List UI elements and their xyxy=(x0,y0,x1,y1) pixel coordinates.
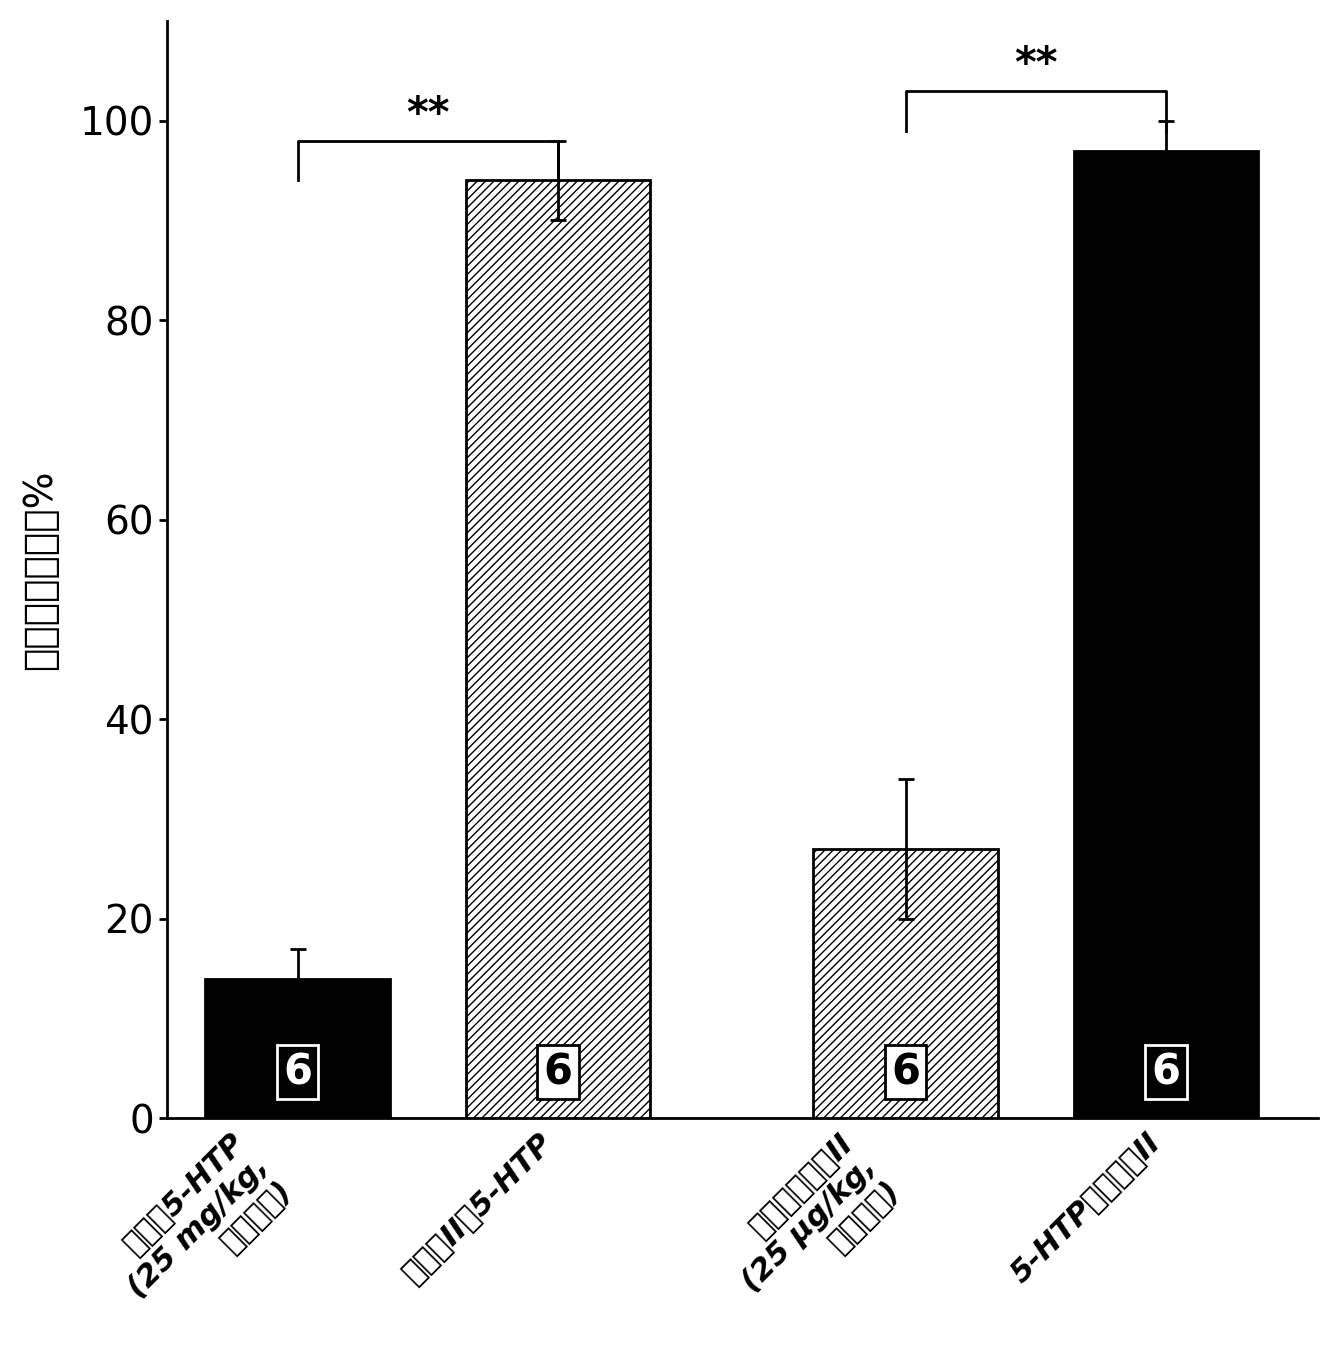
Bar xyxy=(466,181,651,1117)
Text: 6: 6 xyxy=(283,1051,312,1093)
Text: 6: 6 xyxy=(544,1051,573,1093)
Text: 6: 6 xyxy=(890,1051,920,1093)
Text: **: ** xyxy=(1014,43,1058,86)
Text: 6: 6 xyxy=(1152,1051,1181,1093)
Bar xyxy=(205,979,390,1117)
Text: **: ** xyxy=(406,93,450,136)
Bar xyxy=(1074,151,1259,1117)
Y-axis label: 发放速率的抑制%: 发放速率的抑制% xyxy=(21,469,59,670)
Bar xyxy=(813,849,998,1117)
